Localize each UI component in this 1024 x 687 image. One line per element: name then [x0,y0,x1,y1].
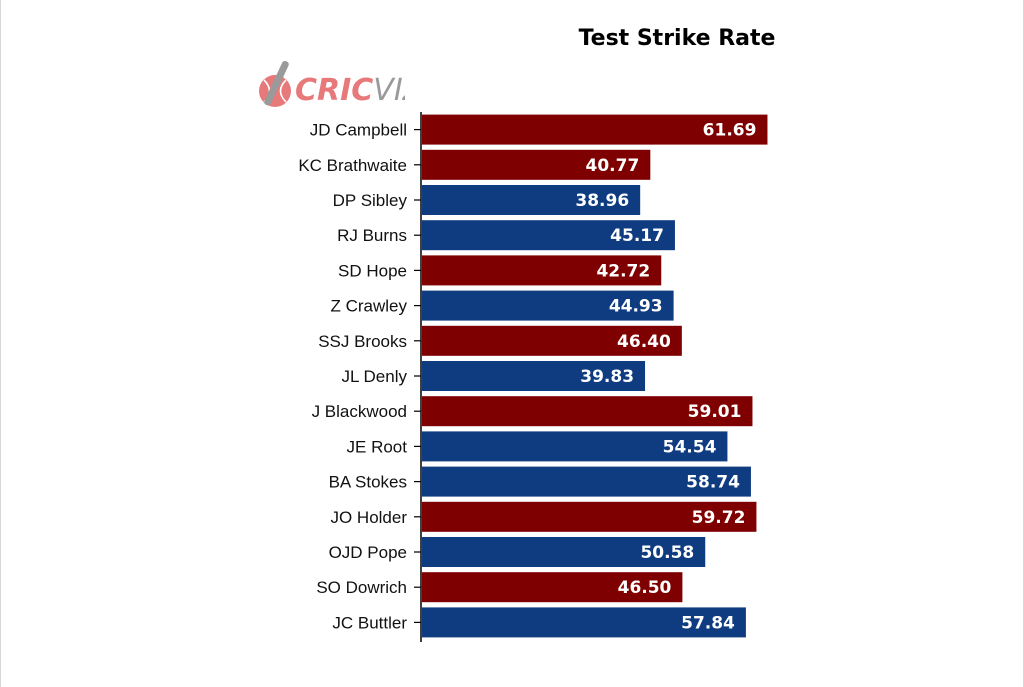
category-label: JD Campbell [310,121,407,140]
value-label: 58.74 [686,473,740,493]
value-label: 57.84 [681,613,735,633]
category-label: DP Sibley [333,191,408,210]
category-label: JC Buttler [332,613,407,632]
bar [422,149,651,180]
category-label: OJD Pope [329,543,407,562]
bar [422,325,682,356]
bar [422,255,662,286]
bar [422,537,706,567]
value-label: 59.01 [688,402,742,422]
bar [422,572,683,603]
bar [422,220,675,251]
category-label: JE Root [347,437,408,456]
bar [422,114,768,145]
bar [422,607,746,638]
value-label: 38.96 [575,191,629,211]
value-label: 61.69 [703,121,757,141]
category-label: KC Brathwaite [298,156,407,175]
category-label: RJ Burns [337,226,407,245]
bar [422,466,751,497]
cricviz-logo: CRICVIZ [259,60,405,108]
value-label: 39.83 [580,367,634,387]
cricket-ball-bat-icon [259,60,291,107]
category-label: JL Denly [341,367,407,386]
value-label: 50.58 [640,543,694,563]
category-label: BA Stokes [329,473,407,492]
category-label: SD Hope [338,261,407,280]
value-label: 44.93 [609,297,663,317]
bar [422,290,674,321]
value-label: 54.54 [663,437,717,457]
logo-text-viz: VIZ [373,73,405,108]
category-label: J Blackwood [312,402,407,421]
value-label: 46.40 [617,332,671,352]
svg-text:CRICVIZ: CRICVIZ [295,73,405,108]
bar [422,361,646,391]
category-label: JO Holder [330,508,407,527]
chart-title: Test Strike Rate [578,26,776,51]
left-border [0,0,1,687]
category-label: SSJ Brooks [318,332,407,351]
value-label: 45.17 [610,226,664,246]
category-label: Z Crawley [330,297,407,316]
category-label: SO Dowrich [316,578,407,597]
value-label: 42.72 [596,261,650,281]
bar [422,431,728,462]
logo-text-cric: CRIC [295,73,373,108]
bar [422,185,641,215]
value-label: 46.50 [618,578,672,598]
value-label: 40.77 [586,156,640,176]
value-label: 59.72 [692,508,746,528]
bar [422,396,753,427]
bar [422,501,757,532]
